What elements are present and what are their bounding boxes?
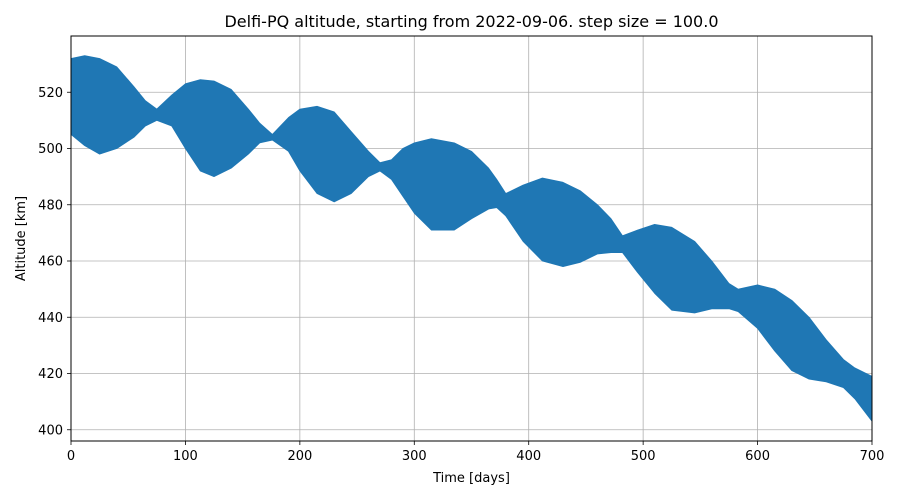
x-tick-label: 500: [631, 449, 656, 464]
chart-title: Delfi-PQ altitude, starting from 2022-09…: [224, 12, 718, 31]
x-axis-label: Time [days]: [432, 471, 510, 486]
x-tick-label: 300: [402, 449, 427, 464]
y-tick-label: 480: [38, 198, 63, 213]
x-tick-label: 0: [67, 449, 75, 464]
x-tick-label: 600: [745, 449, 770, 464]
y-tick-label: 400: [38, 423, 63, 438]
y-tick-label: 520: [38, 86, 63, 101]
y-tick-label: 500: [38, 142, 63, 157]
x-tick-label: 400: [516, 449, 541, 464]
tick-layer: 0 100 200 300 400 500 600 700 400 420 440 460 480 500…: [38, 86, 884, 464]
x-tick-label: 700: [860, 449, 885, 464]
y-tick-label: 440: [38, 311, 63, 326]
y-tick-label: 420: [38, 367, 63, 382]
y-tick-label: 460: [38, 255, 63, 270]
x-tick-label: 200: [287, 449, 312, 464]
y-axis-label: Altitude [km]: [14, 196, 29, 281]
x-tick-label: 100: [173, 449, 198, 464]
axes-frame: [70, 35, 873, 442]
